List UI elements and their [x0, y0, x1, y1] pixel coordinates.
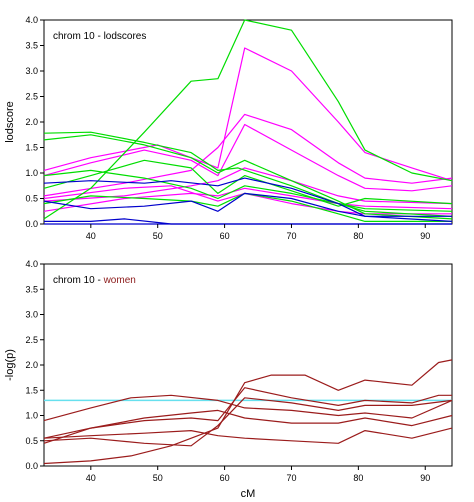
x-tick-label: 40 [86, 231, 96, 241]
y-tick-label: 1.0 [25, 168, 38, 178]
y-axis-title: lodscore [4, 101, 16, 143]
x-tick-label: 90 [420, 231, 430, 241]
plot-frame [43, 263, 453, 467]
series-line-9 [43, 131, 453, 217]
y-tick-label: 3.0 [25, 310, 38, 320]
series-line-4 [43, 167, 453, 205]
x-tick-label: 70 [286, 473, 296, 483]
series-layer [43, 19, 453, 225]
y-tick-label: 4.0 [25, 259, 38, 269]
y-tick-label: 0.0 [25, 461, 38, 471]
y-tick-label: 2.5 [25, 335, 38, 345]
series-line-1 [43, 359, 453, 465]
series-line-13 [43, 177, 453, 222]
x-tick-label: 50 [153, 231, 163, 241]
series-line-7 [43, 19, 453, 220]
neglogp-panel: 0.0 0.5 1.0 1.5 2.0 2.5 3.0 3.5 4.0 40 50 60 70 80 90… [4, 259, 453, 500]
y-tick-label: 1.5 [25, 143, 38, 153]
series-line-2 [43, 387, 452, 444]
y-tick-label: 2.5 [25, 92, 38, 102]
y-tick-label: 3.0 [25, 66, 38, 76]
x-tick-label: 80 [353, 231, 363, 241]
x-axis-ticks: 40 50 60 70 80 90 [86, 224, 430, 241]
y-tick-label: 1.5 [25, 385, 38, 395]
y-tick-label: 0.5 [25, 194, 38, 204]
series-line-5 [43, 187, 453, 212]
series-line-6 [43, 427, 453, 444]
series-line-1 [43, 47, 453, 182]
x-axis-ticks: 40 50 60 70 80 90 [86, 466, 430, 483]
y-tick-label: 3.5 [25, 284, 38, 294]
y-axis-ticks: 0.0 0.5 1.0 1.5 2.0 2.5 3.0 3.5 4.0 [25, 259, 44, 471]
x-tick-label: 80 [353, 473, 363, 483]
y-tick-label: 3.5 [25, 41, 38, 51]
y-tick-label: 0.0 [25, 219, 38, 229]
y-tick-label: 4.0 [25, 15, 38, 25]
y-tick-label: 0.5 [25, 436, 38, 446]
panel-title: chrom 10 - women [53, 275, 136, 286]
panel-title: chrom 10 - lodscores [53, 31, 146, 42]
lodscore-panel: 0.0 0.5 1.0 1.5 2.0 2.5 3.0 3.5 4.0 40 50 60 70 80 90… [4, 15, 453, 241]
series-line-2 [43, 113, 453, 197]
series-layer [43, 359, 453, 465]
x-tick-label: 50 [153, 473, 163, 483]
y-axis-title: -log(p) [4, 349, 16, 381]
series-line-5 [43, 409, 453, 439]
x-tick-label: 90 [420, 473, 430, 483]
series-line-12 [43, 169, 453, 212]
series-line-3 [43, 397, 453, 447]
series-line-14 [43, 192, 452, 217]
panel-title-highlight: women [103, 275, 136, 286]
series-line-4 [43, 394, 453, 422]
x-tick-label: 60 [220, 473, 230, 483]
x-tick-label: 60 [220, 231, 230, 241]
x-axis-title: cM [241, 488, 256, 500]
y-tick-label: 2.0 [25, 360, 38, 370]
x-tick-label: 70 [286, 231, 296, 241]
series-line-10 [43, 159, 453, 207]
x-tick-label: 40 [86, 473, 96, 483]
series-line-3 [43, 123, 453, 192]
y-tick-label: 1.0 [25, 411, 38, 421]
y-axis-ticks: 0.0 0.5 1.0 1.5 2.0 2.5 3.0 3.5 4.0 [25, 15, 44, 229]
y-tick-label: 2.0 [25, 117, 38, 127]
series-line-11 [43, 192, 452, 222]
